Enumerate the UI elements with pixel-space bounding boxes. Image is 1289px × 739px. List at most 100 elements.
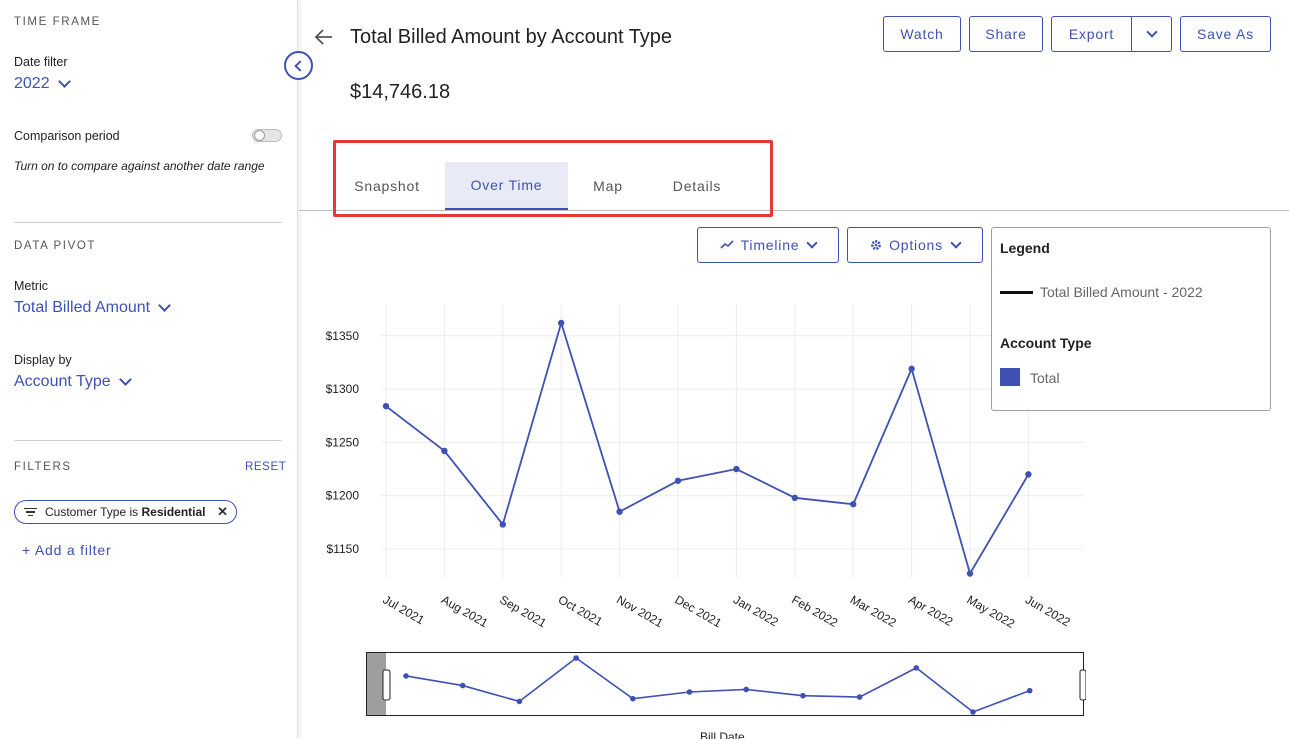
filter-chip-value: Residential [141, 505, 206, 519]
chevron-down-icon [950, 237, 962, 249]
data-point[interactable] [1025, 471, 1032, 478]
range-navigator[interactable] [366, 652, 1086, 718]
navigator-line [405, 657, 1030, 713]
watch-button[interactable]: Watch [883, 16, 961, 52]
data-point[interactable] [558, 319, 565, 327]
x-tick-label: Jun 2022 [1023, 592, 1073, 629]
reset-filters-button[interactable]: RESET [245, 461, 287, 473]
divider [14, 222, 282, 223]
filter-icon [23, 507, 37, 517]
x-tick-label: Jan 2022 [731, 592, 781, 629]
data-point[interactable] [674, 477, 682, 484]
navigator-point [573, 655, 579, 661]
options-button[interactable]: Options [847, 227, 983, 263]
back-arrow-icon[interactable] [314, 27, 334, 47]
gear-icon [871, 240, 881, 250]
metric-dropdown[interactable]: Total Billed Amount [14, 299, 171, 317]
y-tick-label: $1200 [326, 489, 360, 503]
display-by-value: Account Type [14, 373, 111, 390]
x-tick-label: Dec 2021 [673, 592, 725, 630]
add-filter-button[interactable]: + Add a filter [22, 542, 112, 558]
timeline-label: Timeline [740, 237, 800, 253]
date-filter-value: 2022 [14, 75, 50, 92]
data-point[interactable] [966, 570, 974, 577]
comparison-hint: Turn on to compare against another date … [14, 159, 265, 173]
chevron-left-icon [294, 59, 306, 72]
legend-line-swatch [1000, 291, 1033, 294]
metric-value: Total Billed Amount [14, 299, 151, 316]
page-title: Total Billed Amount by Account Type [350, 26, 673, 48]
navigator-point [856, 694, 863, 700]
x-axis-title: Bill Date [700, 730, 745, 739]
navigator-point [800, 692, 806, 699]
x-tick-label: Mar 2022 [848, 592, 899, 630]
date-filter-label: Date filter [14, 55, 68, 69]
filters-title: FILTERS [14, 461, 72, 473]
y-tick-label: $1350 [326, 329, 360, 343]
metric-label: Metric [14, 279, 49, 293]
line-chart: $1150 $1200 $1250 $1300 $1350 Jul 2021 Aug 202… [326, 304, 1084, 631]
close-icon[interactable]: ✕ [217, 504, 228, 519]
data-pivot-title: DATA PIVOT [14, 240, 97, 252]
x-tick-label: Sep 2021 [497, 592, 549, 630]
tab-over-time[interactable]: Over Time [445, 162, 568, 210]
export-button[interactable]: Export [1051, 16, 1132, 52]
navigator-point [403, 673, 409, 679]
data-point[interactable] [733, 465, 740, 473]
navigator-point [913, 665, 920, 671]
navigator-left-handle[interactable] [382, 669, 391, 701]
data-point[interactable] [499, 521, 506, 528]
timeline-button[interactable]: Timeline [697, 227, 839, 263]
x-tick-label: Aug 2021 [439, 592, 491, 630]
date-filter-dropdown[interactable]: 2022 [14, 75, 71, 93]
legend-series-label: Total Billed Amount - 2022 [1040, 284, 1203, 300]
data-point[interactable] [850, 501, 857, 508]
filter-chip-label: Customer Type is Residential [45, 505, 206, 519]
sidebar: TIME FRAME Date filter 2022 Comparison p… [0, 0, 298, 739]
navigator-mask [367, 653, 386, 715]
comparison-period-toggle[interactable] [252, 129, 282, 142]
data-point[interactable] [908, 365, 915, 373]
legend-color-swatch[interactable] [1000, 368, 1020, 386]
display-by-dropdown[interactable]: Account Type [14, 373, 132, 391]
x-tick-label: Nov 2021 [614, 592, 666, 630]
x-tick-label: Jul 2021 [381, 592, 428, 627]
x-tick-label: Oct 2021 [556, 592, 605, 629]
navigator-point [630, 695, 636, 702]
legend-item-label: Total [1030, 370, 1060, 386]
legend-panel: Legend Total Billed Amount - 2022 Accoun… [991, 227, 1271, 411]
series-line [385, 319, 1030, 576]
options-label: Options [889, 237, 943, 253]
navigator-point [970, 709, 976, 715]
data-point[interactable] [791, 494, 798, 502]
x-tick-label: May 2022 [965, 592, 1018, 631]
y-tick-label: $1250 [326, 435, 360, 449]
navigator-right-handle[interactable] [1079, 669, 1086, 701]
export-menu-button[interactable] [1131, 16, 1172, 52]
filter-chip-prefix: Customer Type is [45, 505, 139, 519]
toggle-knob [254, 130, 265, 141]
trend-line-icon [720, 240, 734, 249]
chevron-down-icon [1145, 26, 1158, 38]
legend-subtitle: Account Type [1000, 335, 1092, 351]
tab-details[interactable]: Details [672, 178, 722, 194]
x-tick-label: Apr 2022 [906, 592, 955, 629]
collapse-sidebar-button[interactable] [284, 51, 313, 80]
share-button[interactable]: Share [969, 16, 1043, 52]
data-point[interactable] [382, 402, 390, 410]
navigator-point [459, 682, 466, 689]
x-tick-label: Feb 2022 [789, 592, 840, 630]
y-tick-label: $1150 [327, 542, 360, 556]
tab-snapshot[interactable]: Snapshot [354, 178, 420, 194]
data-point[interactable] [441, 447, 448, 455]
save-as-button[interactable]: Save As [1180, 16, 1271, 52]
time-frame-title: TIME FRAME [14, 16, 101, 28]
navigator-point [686, 689, 693, 695]
navigator-point [516, 698, 523, 705]
chevron-down-icon [806, 237, 819, 249]
filter-chip[interactable]: Customer Type is Residential ✕ [14, 500, 237, 524]
data-point[interactable] [616, 508, 623, 515]
navigator-frame [366, 652, 1084, 716]
navigator-point [1026, 687, 1033, 694]
tab-map[interactable]: Map [593, 178, 623, 194]
